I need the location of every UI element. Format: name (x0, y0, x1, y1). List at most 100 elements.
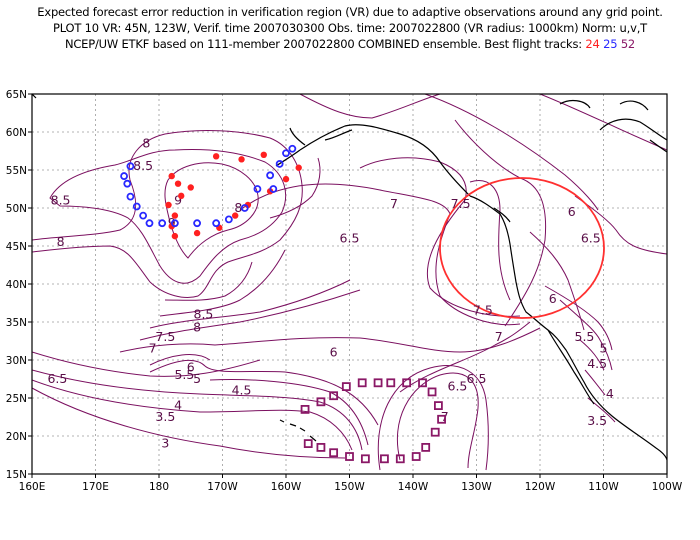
contour-label: 3.5 (155, 409, 175, 424)
alaska-peninsula (275, 127, 353, 167)
axis-ticks: 160E 170E 180 170W 160W 150W 140W 130W 120W 110W 1… (6, 89, 683, 493)
contour-label: 7 (390, 196, 398, 211)
contour-ne-upper (299, 94, 441, 119)
contour-label: 6.5 (340, 230, 360, 245)
contour-7-west (139, 289, 361, 341)
track-24-point (193, 229, 201, 237)
contour-7-5-east (469, 180, 511, 301)
track-24-point (266, 188, 274, 195)
contour-label: 6.5 (467, 371, 487, 386)
x-tick-label: 100W (652, 481, 683, 493)
x-tick-label: 140W (398, 481, 429, 493)
contour-label: 6.5 (581, 230, 601, 245)
track-52-point (357, 378, 367, 388)
contour-labels: 88.59988.588.587.576.565.554.543.53676.5… (47, 135, 613, 450)
x-tick-label: 160W (271, 481, 302, 493)
contour-label: 3.5 (587, 413, 607, 428)
contour-label: 8 (193, 319, 201, 334)
track-24-point (212, 153, 220, 160)
track-25-point (212, 219, 221, 228)
track-52-point (373, 378, 383, 388)
contour-label: 8.5 (51, 192, 71, 207)
contour-label: 6 (549, 291, 557, 306)
track-24-point (174, 180, 182, 187)
track-24-point (282, 175, 290, 183)
track-label-52: 52 (620, 37, 636, 51)
contour-label: 7.5 (155, 329, 175, 344)
contour-label: 9 (174, 192, 182, 207)
contour-8-loop (32, 130, 303, 298)
title-line-2: PLOT 10 VR: 45N, 123W, Verif. time 20070… (53, 21, 647, 35)
contour-label: 3 (161, 436, 169, 451)
title-line-1: Expected forecast error reduction in ver… (37, 5, 663, 19)
track-24-point (178, 192, 185, 200)
track-52-point (411, 452, 421, 461)
track-52-point (341, 382, 351, 392)
y-tick-label: 65N (6, 89, 27, 101)
y-tick-label: 15N (6, 469, 27, 481)
hawaii (279, 419, 317, 442)
contour-8-5-lower (164, 261, 253, 301)
verification-region-circle (439, 177, 605, 319)
alaska-coast (299, 124, 471, 197)
contour-label: 8 (142, 135, 150, 150)
contour-8-east (269, 157, 321, 219)
track-52-point (395, 454, 405, 464)
contour-label: 5.5 (575, 329, 595, 344)
track-24-point (187, 184, 194, 191)
contour-label: 4.5 (587, 356, 607, 371)
track-52-point (329, 448, 339, 458)
track-52-point (402, 378, 412, 388)
contour-4-far-east (584, 369, 606, 396)
track-25-point (132, 202, 141, 211)
track-25-point (126, 192, 135, 201)
lat-lon-grid (32, 94, 667, 474)
track-25-point (120, 172, 128, 180)
contour-9-ring (164, 162, 259, 259)
track-52-point (300, 404, 310, 414)
x-tick-label: 120W (525, 481, 556, 493)
track-25-point (275, 160, 284, 168)
contour-lines (32, 94, 667, 471)
track-52-point (303, 439, 313, 449)
track-52-point (329, 391, 339, 401)
track-25-point (145, 219, 154, 228)
contour-5-5-far-east (544, 285, 613, 351)
contour-3 (32, 387, 346, 459)
contour-6-east-lower (529, 231, 585, 331)
track-label-25: 25 (603, 37, 618, 51)
track-25-point (123, 179, 132, 188)
track-52-point (360, 454, 370, 464)
track-25-point (253, 185, 262, 193)
x-tick-label: 160E (19, 481, 46, 493)
x-tick-label: 180 (149, 481, 169, 493)
land-outlines (32, 94, 667, 461)
track-25-point (266, 171, 275, 180)
track-52-point (437, 414, 446, 424)
track-24-point (171, 232, 179, 240)
x-tick-label: 130W (461, 481, 492, 493)
contour-label: 5 (600, 341, 608, 356)
contour-7-east (454, 119, 547, 327)
contour-4-5 (209, 379, 369, 446)
baja-california (547, 329, 595, 405)
contour-label: 5 (193, 371, 201, 386)
track-25-point (139, 211, 148, 220)
contour-5 (149, 359, 379, 426)
flight-tracks (120, 144, 446, 464)
track-25-point (282, 149, 290, 158)
title-line-3: NCEP/UW ETKF based on 111-member 2007022… (0, 37, 700, 51)
y-tick-label: 50N (6, 203, 27, 215)
contour-3-5 (32, 379, 353, 451)
track-25-point (288, 144, 297, 153)
na-west-coast (469, 195, 667, 461)
x-tick-label: 170E (82, 481, 109, 493)
contour-label: 4 (606, 386, 614, 401)
track-25-point (240, 204, 249, 212)
contour-label: 7.5 (473, 303, 493, 318)
track-25-point (170, 219, 179, 228)
x-tick-label: 150W (334, 481, 365, 493)
contour-label: 7 (495, 329, 503, 344)
y-tick-label: 25N (6, 393, 27, 405)
kamchatka (32, 94, 37, 99)
